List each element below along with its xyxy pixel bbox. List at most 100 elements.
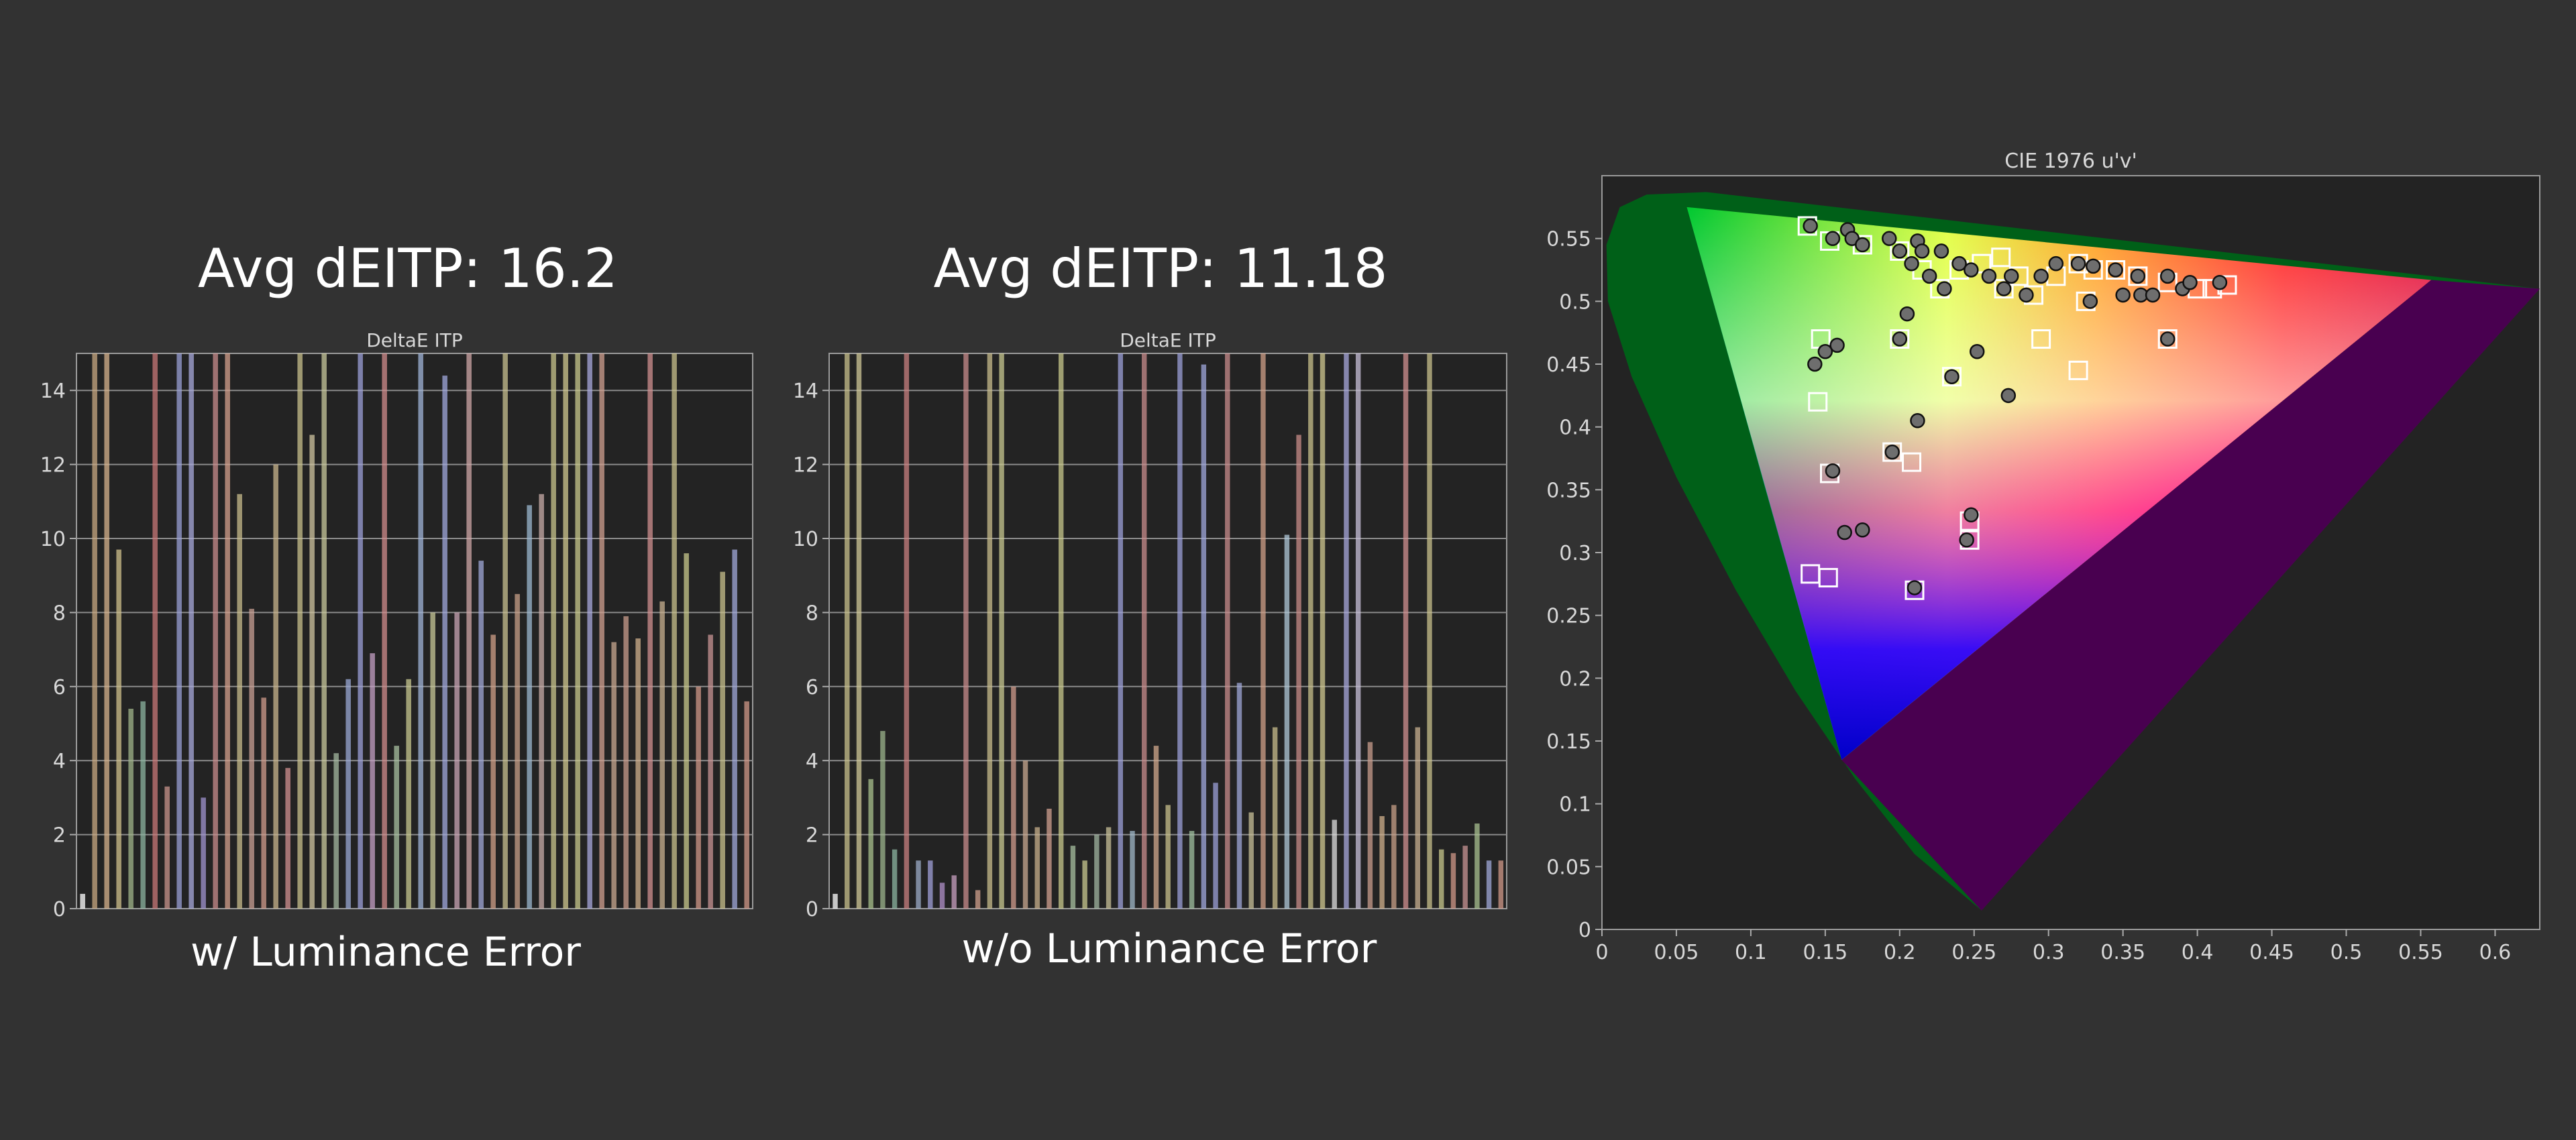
x-tick-label: 0.35 — [2100, 941, 2145, 964]
measured-circle-marker — [1910, 413, 1925, 429]
bar — [80, 893, 85, 909]
measured-circle-marker — [2212, 274, 2228, 290]
measured-circle-marker — [1937, 281, 1952, 296]
bar — [599, 353, 604, 909]
bar — [1130, 831, 1135, 909]
measured-circle-marker — [2108, 262, 2123, 278]
bar — [1272, 727, 1278, 909]
bar — [1165, 805, 1171, 909]
target-square-marker — [1818, 567, 1838, 587]
bar — [1296, 435, 1301, 909]
measured-circle-marker — [1951, 255, 1967, 272]
y-tick-label: 6 — [806, 676, 818, 699]
bar — [285, 768, 290, 909]
measured-circle-marker — [2159, 331, 2176, 347]
bar — [273, 464, 278, 909]
x-tick-label: 0 — [1595, 941, 1608, 964]
bar — [1177, 353, 1183, 909]
measured-circle-marker — [2130, 268, 2146, 284]
bar — [1260, 353, 1266, 909]
bar — [382, 353, 387, 909]
bar — [237, 494, 242, 909]
panel-without-luminance: Avg dEITP: 11.18 DeltaE ITP 0 2 4 6 8 10 12 14 w… — [793, 237, 1507, 972]
measured-circle-marker — [2033, 268, 2049, 284]
bar — [1450, 853, 1456, 909]
bar — [1213, 783, 1218, 909]
y-tick-label: 10 — [793, 528, 818, 551]
bar — [92, 353, 97, 909]
bar — [1462, 846, 1468, 909]
y-tick-label: 0.25 — [1546, 605, 1591, 628]
bar — [225, 353, 230, 909]
y-tick-label: 0.15 — [1546, 730, 1591, 754]
bar — [744, 701, 749, 909]
bar — [1427, 353, 1432, 909]
bar — [164, 786, 170, 909]
bar — [527, 505, 532, 909]
bar — [880, 731, 885, 909]
bar — [1486, 860, 1492, 909]
measured-circle-marker — [1892, 331, 1908, 347]
measured-circle-marker — [2003, 268, 2019, 284]
bar — [611, 642, 616, 909]
measured-circle-marker — [1959, 532, 1974, 548]
measured-circle-marker — [1964, 507, 1979, 523]
x-tick-label: 0.15 — [1803, 941, 1847, 964]
bar — [1082, 860, 1087, 909]
bar — [1153, 746, 1159, 909]
measured-circle-marker — [1803, 218, 1818, 234]
bar — [1094, 834, 1099, 909]
target-square-marker — [1890, 241, 1910, 261]
bar — [406, 679, 411, 909]
bar — [1308, 353, 1313, 909]
measured-circle-marker — [1807, 356, 1823, 372]
bar — [868, 779, 873, 909]
bar — [720, 571, 725, 909]
bar — [1236, 683, 1242, 909]
bar — [1320, 353, 1326, 909]
bar — [833, 893, 838, 909]
measured-circle-marker — [1944, 369, 1960, 384]
measured-circle-marker — [1892, 243, 1908, 259]
y-tick-label: 6 — [53, 676, 66, 699]
measured-circle-marker — [2048, 255, 2064, 272]
measured-circle-marker — [2082, 294, 2098, 309]
bar — [684, 553, 689, 909]
y-tick-label: 10 — [40, 528, 66, 551]
bar — [309, 435, 315, 909]
bar — [430, 612, 435, 909]
x-tick-label: 0.3 — [2033, 941, 2065, 964]
measured-circle-marker — [1981, 268, 1997, 284]
target-square-marker — [2106, 260, 2126, 280]
bar — [261, 697, 266, 909]
y-tick-label: 0.3 — [1559, 542, 1591, 565]
measured-circle-marker — [1837, 524, 1852, 540]
bar — [333, 753, 339, 909]
bar — [1201, 364, 1207, 909]
bar — [963, 353, 969, 909]
bar — [696, 686, 701, 909]
measured-circle-marker — [1964, 262, 1979, 278]
bar — [1415, 727, 1421, 909]
x-tick-label: 0.1 — [1735, 941, 1767, 964]
bar — [152, 353, 158, 909]
y-tick-label: 4 — [53, 750, 66, 773]
measured-circle-marker — [1914, 243, 1930, 259]
x-tick-label: 0.05 — [1654, 941, 1699, 964]
bar — [539, 494, 544, 909]
bar — [1022, 760, 1028, 909]
measured-circle-marker — [1907, 580, 1923, 595]
x-tick-label: 0.2 — [1884, 941, 1916, 964]
y-tick-label: 0.1 — [1559, 793, 1591, 817]
target-square-marker — [2031, 329, 2051, 349]
bar — [1225, 353, 1230, 909]
chart-title: CIE 1976 u'v' — [2004, 150, 2137, 173]
measured-circle-marker — [2070, 255, 2086, 272]
target-square-marker — [1991, 247, 2011, 268]
bar — [563, 353, 568, 909]
bar — [916, 860, 921, 909]
target-square-marker — [1941, 367, 1962, 387]
bar — [575, 353, 580, 909]
measured-circle-marker — [1825, 231, 1841, 246]
y-tick-label: 0.4 — [1559, 416, 1591, 440]
